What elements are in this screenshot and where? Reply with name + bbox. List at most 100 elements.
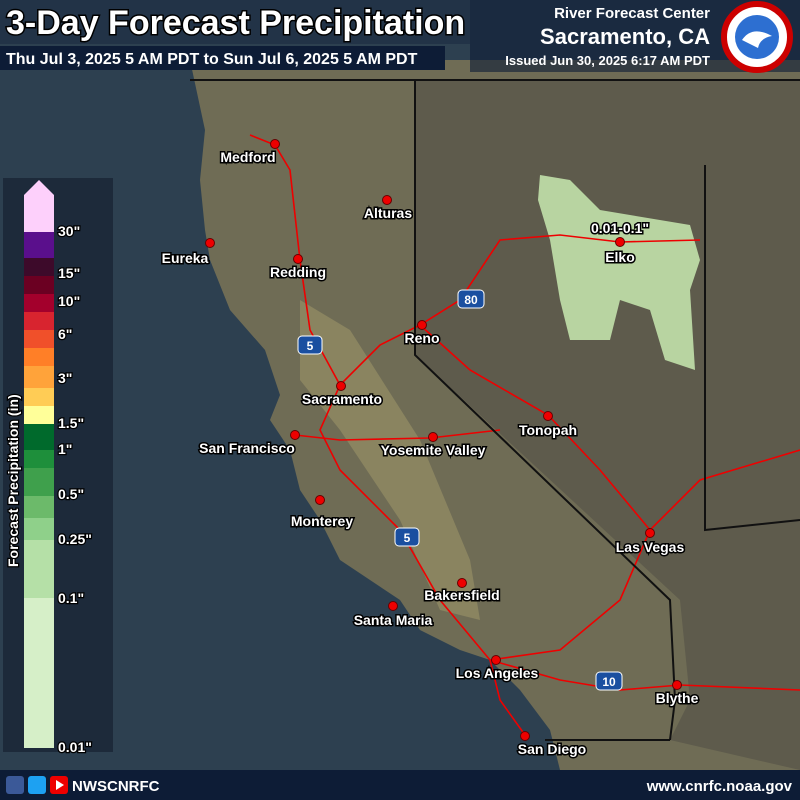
road bbox=[489, 659, 526, 736]
city-marker bbox=[293, 254, 303, 264]
city-label: San Francisco bbox=[199, 440, 295, 456]
legend-label: 3" bbox=[58, 370, 72, 386]
footer-handle[interactable]: NWSCNRFC bbox=[72, 778, 160, 795]
legend-band bbox=[24, 598, 54, 748]
city-label: Santa Maria bbox=[354, 612, 433, 628]
legend-band bbox=[24, 232, 54, 258]
city-marker bbox=[270, 139, 280, 149]
legend-band bbox=[24, 294, 54, 312]
city-label: Medford bbox=[220, 149, 275, 165]
city-label: Alturas bbox=[364, 205, 412, 221]
highway-label: 5 bbox=[404, 531, 411, 545]
precip-annotation: 0.01-0.1" bbox=[591, 220, 649, 236]
city-marker bbox=[382, 195, 392, 205]
shield bbox=[394, 527, 420, 547]
legend-band bbox=[24, 330, 54, 348]
highway-label: 5 bbox=[307, 339, 314, 353]
precip-area bbox=[538, 175, 700, 370]
nws-logo bbox=[721, 1, 793, 73]
borders bbox=[190, 79, 800, 741]
city-label: Redding bbox=[270, 264, 326, 280]
city-marker bbox=[672, 680, 682, 690]
legend-band bbox=[24, 312, 54, 330]
state-border bbox=[704, 165, 800, 532]
location: Sacramento, CA bbox=[540, 24, 710, 49]
legend-label: 15" bbox=[58, 265, 80, 281]
city-marker bbox=[520, 731, 530, 741]
legend-arrow bbox=[24, 180, 54, 232]
legend-label: 0.01" bbox=[58, 739, 92, 755]
city-label: Las Vegas bbox=[616, 539, 685, 555]
city-marker bbox=[428, 432, 438, 442]
city-marker bbox=[290, 430, 300, 440]
legend-band bbox=[24, 540, 54, 598]
city-marker bbox=[315, 495, 325, 505]
legend-band bbox=[24, 424, 54, 450]
road bbox=[339, 234, 701, 386]
legend-band bbox=[24, 468, 54, 496]
period: Thu Jul 3, 2025 5 AM PDT to Sun Jul 6, 2… bbox=[6, 51, 418, 68]
office: River Forecast Center bbox=[554, 5, 710, 22]
highway-shields: 80 5 5 10 bbox=[297, 289, 623, 691]
city-label: Monterey bbox=[291, 513, 353, 529]
city-label: Reno bbox=[405, 330, 440, 346]
shield bbox=[457, 289, 485, 309]
twitter-icon[interactable] bbox=[28, 776, 46, 794]
road bbox=[294, 429, 501, 441]
legend-band bbox=[24, 388, 54, 406]
legend-band bbox=[24, 450, 54, 468]
state-border bbox=[414, 80, 677, 741]
legend-label: 10" bbox=[58, 293, 80, 309]
city-label: Tonopah bbox=[519, 422, 577, 438]
title-band bbox=[0, 0, 470, 44]
city-marker bbox=[457, 578, 467, 588]
legend-band bbox=[24, 258, 54, 276]
city-marker bbox=[491, 655, 501, 665]
legend-label: 0.5" bbox=[58, 486, 84, 502]
shield bbox=[297, 335, 323, 355]
legend-band bbox=[24, 406, 54, 424]
city-label: Los Angeles bbox=[456, 665, 539, 681]
footer-band bbox=[0, 770, 800, 800]
legend-band bbox=[24, 518, 54, 540]
legend-label: 1.5" bbox=[58, 415, 84, 431]
period-band bbox=[0, 46, 445, 70]
city-marker bbox=[417, 320, 427, 330]
title: 3-Day Forecast Precipitation bbox=[6, 4, 465, 42]
legend-band bbox=[24, 348, 54, 366]
issued: Issued Jun 30, 2025 6:17 AM PDT bbox=[505, 53, 710, 68]
legend-panel bbox=[3, 178, 113, 752]
city-marker bbox=[615, 237, 625, 247]
city-marker bbox=[336, 381, 346, 391]
city-label: Elko bbox=[605, 249, 635, 265]
city-label: San Diego bbox=[518, 741, 586, 757]
city-marker bbox=[645, 528, 655, 538]
facebook-icon[interactable] bbox=[6, 776, 24, 794]
city-label: Bakersfield bbox=[424, 587, 499, 603]
youtube-play bbox=[56, 780, 64, 790]
legend: Forecast Precipitation (in) 30" 15" 10" 6" 3… bbox=[3, 178, 113, 756]
legend-band bbox=[24, 276, 54, 294]
legend-label: 1" bbox=[58, 441, 72, 457]
legend-label: 6" bbox=[58, 326, 72, 342]
city-label: Yosemite Valley bbox=[381, 442, 486, 458]
city-marker bbox=[388, 601, 398, 611]
highway-label: 10 bbox=[602, 675, 616, 689]
shield bbox=[595, 671, 623, 691]
city-label: Blythe bbox=[656, 690, 699, 706]
cities: Medford Alturas Eureka Redding Elko Reno Sacra… bbox=[160, 139, 700, 759]
legend-label: 30" bbox=[58, 223, 80, 239]
legend-label: 0.25" bbox=[58, 531, 92, 547]
highway-label: 80 bbox=[464, 293, 478, 307]
legend-title: Forecast Precipitation (in) bbox=[5, 394, 21, 567]
legend-band bbox=[24, 496, 54, 518]
city-label: Eureka bbox=[162, 250, 209, 266]
nevada bbox=[415, 80, 800, 770]
city-marker bbox=[205, 238, 215, 248]
footer-url[interactable]: www.cnrfc.noaa.gov bbox=[646, 778, 793, 795]
city-label: Sacramento bbox=[302, 391, 382, 407]
legend-band bbox=[24, 366, 54, 388]
legend-label: 0.1" bbox=[58, 590, 84, 606]
